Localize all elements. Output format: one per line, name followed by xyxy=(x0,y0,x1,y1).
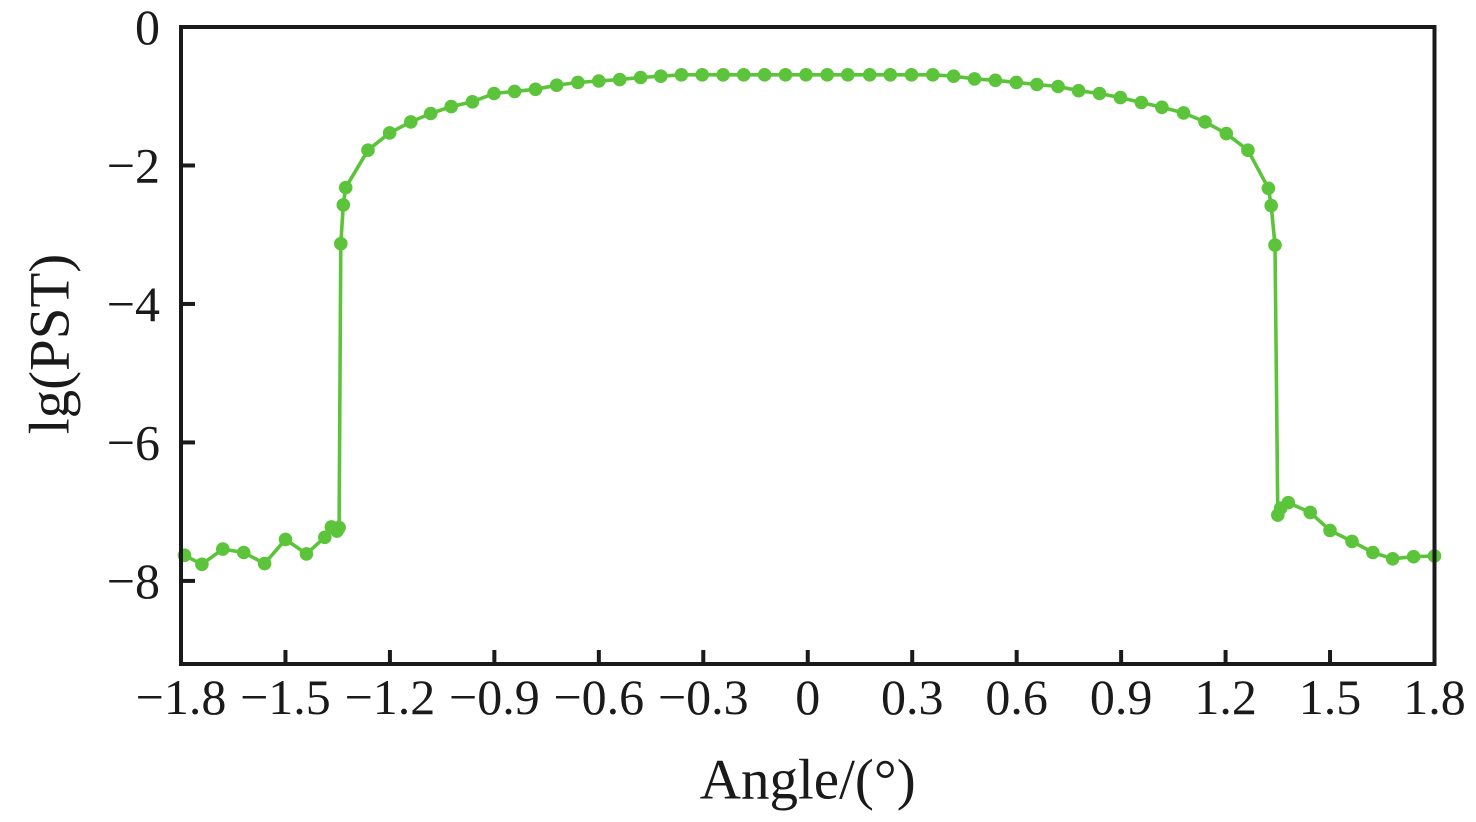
data-point-marker xyxy=(1155,100,1169,115)
x-tick-label: −1.8 xyxy=(136,669,227,725)
data-point-marker xyxy=(1323,523,1337,538)
series-polyline xyxy=(182,73,1437,567)
data-point-marker xyxy=(423,106,438,121)
data-point-marker xyxy=(1281,495,1296,510)
x-tick-label: −0.9 xyxy=(449,669,540,725)
data-point-marker xyxy=(487,86,501,101)
data-point-marker xyxy=(988,73,1003,88)
y-tick-label: −6 xyxy=(107,414,160,470)
data-point-marker xyxy=(1219,126,1234,141)
data-point-marker xyxy=(507,84,522,99)
y-tick-label: 0 xyxy=(135,0,160,55)
data-point-marker xyxy=(778,68,793,82)
data-point-marker xyxy=(278,532,293,547)
data-point-marker xyxy=(612,72,627,87)
data-point-marker xyxy=(549,78,564,92)
y-axis-ticks xyxy=(181,25,195,583)
x-tick-label: 0.9 xyxy=(1090,669,1153,725)
data-point-marker xyxy=(904,68,919,82)
x-tick-label: 0.6 xyxy=(985,669,1048,725)
x-tick-label: 1.8 xyxy=(1403,669,1466,725)
data-point-marker xyxy=(338,180,353,195)
data-point-marker xyxy=(820,68,834,82)
x-axis-title: Angle/(°) xyxy=(700,749,916,812)
plot-border xyxy=(179,25,1437,666)
data-point-marker xyxy=(654,69,668,83)
data-point-marker xyxy=(967,72,982,86)
data-point-marker xyxy=(1030,77,1044,92)
x-tick-label: 1.5 xyxy=(1299,669,1362,725)
data-point-marker xyxy=(757,68,772,82)
data-point-marker xyxy=(716,68,730,82)
data-point-marker xyxy=(465,95,480,109)
x-axis-tick-labels: −1.8 −1.5 −1.2 −0.9 −0.6 −0.3 0 0.3 0.6 0.9 1.2 1.5… xyxy=(136,669,1466,725)
y-tick-label: −4 xyxy=(107,276,160,332)
x-tick-label: 0 xyxy=(795,669,820,725)
data-point-marker xyxy=(361,143,375,157)
data-point-marker xyxy=(1113,90,1128,105)
data-point-marker xyxy=(571,75,585,90)
data-point-marker xyxy=(318,530,332,545)
data-point-marker xyxy=(257,556,272,571)
data-point-marker xyxy=(946,69,961,83)
data-point-marker xyxy=(334,236,348,251)
data-point-marker xyxy=(1345,534,1359,549)
data-point-marker xyxy=(1385,552,1400,566)
data-point-marker xyxy=(1051,79,1065,94)
y-axis-title: lg(PST) xyxy=(19,254,82,435)
x-axis-ticks xyxy=(179,650,1437,664)
data-point-marker xyxy=(216,542,230,556)
data-point-marker xyxy=(862,68,877,82)
x-tick-label: 0.3 xyxy=(881,669,944,725)
data-point-marker xyxy=(695,68,709,82)
data-point-marker xyxy=(444,99,459,114)
series-line xyxy=(182,73,1437,567)
data-point-marker xyxy=(336,198,351,212)
data-point-marker xyxy=(1406,549,1421,564)
data-point-marker xyxy=(1264,198,1278,213)
y-tick-label: −8 xyxy=(107,553,160,609)
x-tick-label: 1.2 xyxy=(1194,669,1257,725)
y-axis-tick-labels: 0 −2 −4 −6 −8 xyxy=(107,0,160,609)
data-point-marker xyxy=(799,68,813,82)
data-point-marker xyxy=(1303,505,1317,520)
data-point-marker xyxy=(528,82,543,97)
data-point-marker xyxy=(1176,106,1191,120)
data-point-marker xyxy=(382,126,397,140)
data-point-marker xyxy=(1134,95,1149,110)
data-point-marker xyxy=(841,68,855,82)
data-point-marker xyxy=(1092,86,1107,101)
data-point-marker xyxy=(926,68,940,82)
data-point-marker xyxy=(633,70,648,85)
data-point-marker xyxy=(1009,75,1024,90)
data-point-marker xyxy=(674,68,689,82)
data-point-marker xyxy=(1071,83,1086,98)
data-point-marker xyxy=(592,74,606,88)
data-point-marker xyxy=(195,557,209,572)
data-point-marker xyxy=(1366,545,1380,560)
data-point-marker xyxy=(736,68,751,82)
data-point-marker xyxy=(1198,115,1212,129)
data-point-marker xyxy=(1241,143,1255,157)
data-point-marker xyxy=(299,547,314,561)
x-tick-label: −1.2 xyxy=(345,669,436,725)
data-point-marker xyxy=(883,68,898,82)
x-tick-label: −1.5 xyxy=(240,669,331,725)
data-point-marker xyxy=(404,115,418,129)
data-point-marker xyxy=(1268,238,1282,252)
data-point-marker xyxy=(1261,181,1276,196)
x-tick-label: −0.6 xyxy=(553,669,644,725)
y-tick-label: −2 xyxy=(107,137,160,193)
data-point-marker xyxy=(332,520,346,535)
data-point-marker xyxy=(236,545,251,560)
series-markers xyxy=(177,68,1442,572)
x-tick-label: −0.3 xyxy=(658,669,749,725)
